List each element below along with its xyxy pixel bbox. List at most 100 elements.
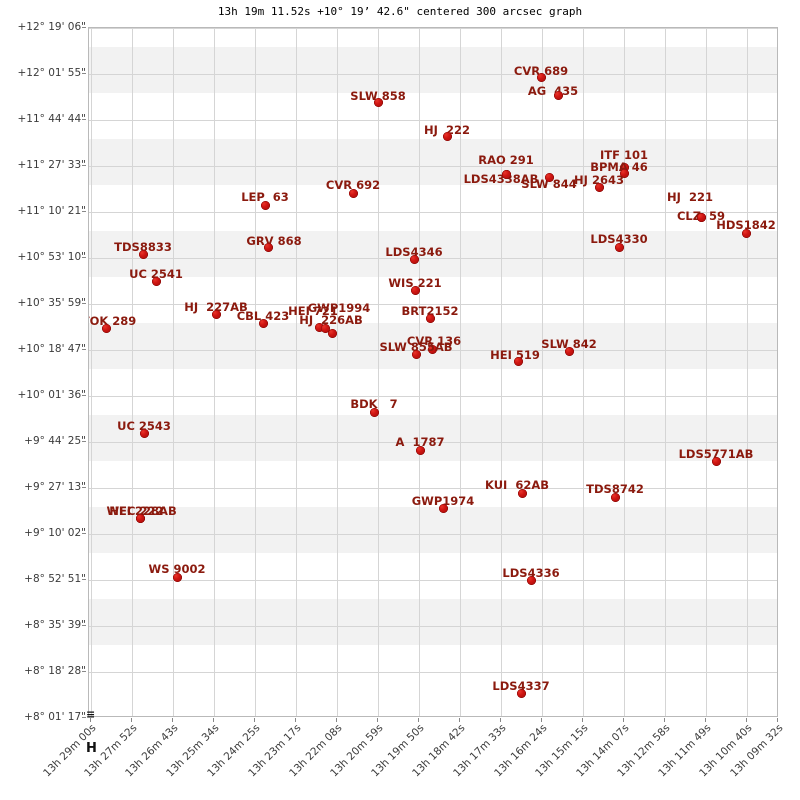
row-band (89, 231, 777, 277)
star-label: HDS1842 (716, 218, 776, 232)
star-point[interactable] (320, 323, 330, 333)
star-label: TDS8833 (114, 240, 172, 254)
star-point[interactable] (409, 254, 419, 264)
star-label: CVR 689 (513, 64, 569, 78)
star-point[interactable] (517, 488, 527, 498)
star-point[interactable] (411, 349, 421, 359)
y-tick-label: +11° 44' 44" (17, 113, 86, 125)
star-point[interactable] (442, 131, 452, 141)
gridline-vertical (255, 28, 256, 716)
star-point[interactable] (258, 318, 268, 328)
star-point[interactable] (513, 356, 523, 366)
star-point[interactable] (614, 242, 624, 252)
star-point[interactable] (425, 313, 435, 323)
x-tick-mark (541, 718, 542, 722)
y-tick-mark (82, 717, 86, 718)
star-point[interactable] (526, 575, 536, 585)
gridline-vertical (173, 28, 174, 716)
gridline-horizontal (89, 488, 777, 489)
star-label: BRT2152 (401, 304, 459, 318)
star-point[interactable] (516, 688, 526, 698)
star-point[interactable] (594, 182, 604, 192)
star-point[interactable] (348, 188, 358, 198)
star-point[interactable] (135, 513, 145, 523)
star-point[interactable] (101, 323, 111, 333)
x-tick-mark (336, 718, 337, 722)
y-tick-mark (82, 349, 86, 350)
star-point[interactable] (327, 328, 337, 338)
y-tick-mark (82, 625, 86, 626)
y-tick-mark (82, 73, 86, 74)
star-label: SLW 855AB (379, 340, 453, 354)
gridline-horizontal (89, 442, 777, 443)
gridline-vertical (214, 28, 215, 716)
gridline-horizontal (89, 212, 777, 213)
star-label: BDK 7 (350, 397, 398, 411)
star-point[interactable] (696, 212, 706, 222)
gridline-vertical (624, 28, 625, 716)
gridline-vertical (378, 28, 379, 716)
x-tick-mark (131, 718, 132, 722)
gridline-horizontal (89, 120, 777, 121)
star-point[interactable] (501, 169, 511, 179)
star-point[interactable] (438, 503, 448, 513)
star-point[interactable] (427, 344, 437, 354)
star-label: HEI 228AB (109, 504, 177, 518)
star-point[interactable] (619, 168, 629, 178)
star-point[interactable] (711, 456, 721, 466)
x-tick-mark (500, 718, 501, 722)
y-axis: +12° 19' 06" +12° 01' 55" +11° 44' 44" +11°… (0, 21, 86, 723)
star-label: CBL 423 (236, 309, 290, 323)
star-point[interactable] (410, 285, 420, 295)
star-point[interactable] (314, 322, 324, 332)
star-point[interactable] (373, 97, 383, 107)
star-point[interactable] (260, 200, 270, 210)
star-point[interactable] (610, 492, 620, 502)
star-point[interactable] (415, 445, 425, 455)
gridline-horizontal (89, 74, 777, 75)
gridline-vertical (419, 28, 420, 716)
x-tick-mark (746, 718, 747, 722)
star-label: LDS4336 (502, 566, 560, 580)
star-label: HEI 721 (288, 304, 338, 318)
y-tick-label: +11° 27' 33" (17, 159, 86, 171)
star-point[interactable] (619, 162, 629, 172)
star-label: SLW 844 (521, 177, 577, 191)
gridline-vertical (747, 28, 748, 716)
gridline-horizontal (89, 534, 777, 535)
x-tick-mark (705, 718, 706, 722)
star-label: A 1787 (395, 435, 445, 449)
star-label: WFC 222 (106, 504, 164, 518)
star-point[interactable] (564, 346, 574, 356)
star-point[interactable] (138, 249, 148, 259)
gridline-horizontal (89, 304, 777, 305)
y-tick-label: +8° 52' 51" (24, 573, 86, 585)
gridline-vertical (460, 28, 461, 716)
gridline-vertical (296, 28, 297, 716)
center-tick-marker: H (86, 741, 97, 756)
row-band (89, 599, 777, 645)
page-title: 13h 19m 11.52s +10° 19’ 42.6" centered 3… (217, 5, 583, 18)
gridline-vertical (91, 28, 92, 716)
gridline-horizontal (89, 396, 777, 397)
star-label: LDS4337 (492, 679, 550, 693)
gridline-horizontal (89, 258, 777, 259)
star-point[interactable] (553, 90, 563, 100)
star-point[interactable] (544, 172, 554, 182)
gridline-vertical (501, 28, 502, 716)
star-label: LDS4330 (590, 232, 648, 246)
star-point[interactable] (211, 309, 221, 319)
star-point[interactable] (263, 242, 273, 252)
star-label: LDS5771AB (678, 447, 754, 461)
row-band (89, 415, 777, 461)
star-point[interactable] (741, 228, 751, 238)
star-label: HJ 226AB (299, 313, 363, 327)
star-label: TOK 289 (89, 314, 137, 328)
plot-area[interactable]: CVR 689 AG 435 SLW 858 HJ 222 RAO 291 LDS4338… (88, 27, 778, 717)
star-point[interactable] (151, 276, 161, 286)
star-label: LDS4346 (385, 245, 443, 259)
star-point[interactable] (172, 572, 182, 582)
star-point[interactable] (139, 428, 149, 438)
star-point[interactable] (536, 72, 546, 82)
star-point[interactable] (369, 407, 379, 417)
